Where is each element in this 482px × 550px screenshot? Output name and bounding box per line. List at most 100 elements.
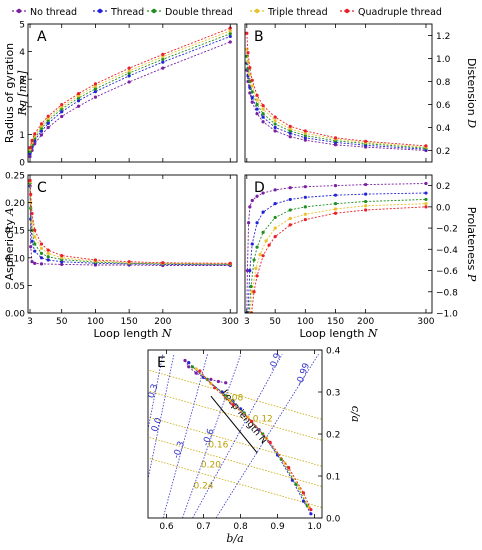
data-point <box>93 90 98 94</box>
panel-e: 0.080.120.160.200.240.30.0-0.3-0.6-0.9 -0… <box>147 347 362 545</box>
legend-item-quadruple-thread: Quadruple thread <box>340 7 442 18</box>
legend-label: Double thread <box>165 7 233 18</box>
data-point <box>294 482 298 486</box>
data-point <box>60 114 64 119</box>
series-line <box>29 27 231 148</box>
data-point <box>273 202 277 206</box>
series-line <box>29 180 231 266</box>
data-point <box>333 193 338 197</box>
data-point <box>39 262 44 266</box>
data-point <box>127 80 131 84</box>
axes-frame <box>27 23 238 163</box>
series-double-thread <box>28 32 232 154</box>
shape-label: 0.0 <box>150 416 164 433</box>
data-point <box>39 126 44 130</box>
data-point <box>30 138 34 143</box>
data-point <box>273 115 277 119</box>
y-tick-label: 0.05 <box>5 282 25 292</box>
data-point <box>60 260 64 264</box>
data-point <box>46 258 50 262</box>
data-point <box>28 178 32 183</box>
y-tick-label: −0.8 <box>436 288 458 298</box>
data-point <box>333 184 338 188</box>
shape-line <box>192 354 283 518</box>
y-axis-label: Radius of gyration <box>3 43 16 143</box>
y-tick-label: 5 <box>19 21 25 31</box>
data-point <box>161 57 165 61</box>
data-point <box>333 207 338 211</box>
data-point <box>303 138 307 142</box>
series-line <box>246 56 427 149</box>
data-point <box>60 105 64 109</box>
series-line <box>246 33 427 147</box>
axes-frame <box>27 174 238 314</box>
data-point <box>250 96 254 100</box>
data-point <box>261 210 265 214</box>
data-point <box>76 99 81 103</box>
data-point <box>364 208 368 212</box>
data-point <box>216 379 220 384</box>
data-point <box>28 152 32 156</box>
legend-marker <box>97 8 103 14</box>
data-point <box>33 242 37 246</box>
data-point <box>303 129 307 133</box>
panel-letter: A <box>37 29 47 45</box>
data-point <box>261 120 265 124</box>
data-point <box>268 440 272 444</box>
axes-frame <box>244 23 433 163</box>
shape-line <box>148 354 164 432</box>
shape-label: -0.99 <box>295 362 312 388</box>
data-point <box>33 132 37 136</box>
data-point <box>247 221 251 225</box>
axes-frame <box>147 349 323 519</box>
data-point <box>424 144 428 148</box>
loop-length-arrow <box>210 395 258 454</box>
data-point <box>60 262 64 267</box>
y-tick-label: 0.0 <box>436 203 451 213</box>
data-point <box>250 198 254 203</box>
data-point <box>255 221 259 225</box>
y-axis-label: Prolateness P <box>465 207 478 282</box>
x-tick-label: 0.7 <box>196 522 210 532</box>
legend-item-triple-thread: Triple thread <box>250 7 328 18</box>
data-point <box>250 84 254 88</box>
data-point <box>29 192 33 196</box>
contour-label: 0.20 <box>201 461 221 471</box>
series-line <box>246 49 427 148</box>
plot-area <box>245 181 428 313</box>
data-point <box>227 398 232 402</box>
data-point <box>309 512 313 516</box>
data-point <box>424 191 428 195</box>
data-point <box>303 195 307 199</box>
series-line <box>29 180 231 264</box>
data-point <box>127 74 131 78</box>
panel-c: 0.00 0.05 0.10 0.15 0.20 0.25 3 50 100 150 200 300 C… <box>3 172 239 341</box>
data-point <box>39 122 44 126</box>
data-point <box>309 508 313 512</box>
panel-letter: D <box>254 180 265 196</box>
data-point <box>30 239 34 243</box>
data-point <box>93 84 98 88</box>
data-point <box>333 136 338 140</box>
data-point <box>288 208 292 212</box>
series-line <box>247 192 427 313</box>
data-point <box>161 66 165 70</box>
data-point <box>252 258 256 262</box>
data-point <box>46 255 50 259</box>
data-point <box>248 205 252 209</box>
series-quadruple-thread <box>198 369 313 512</box>
y-tick-label: 0.4 <box>436 124 451 134</box>
data-point <box>288 127 292 131</box>
data-point <box>183 358 187 363</box>
data-point <box>252 290 256 294</box>
panel-a: 0 1 2 3 4 5 A Radius of gyration Rg [nm] <box>3 21 238 169</box>
data-point <box>303 185 307 189</box>
series-line <box>29 33 231 152</box>
contour-label: 0.16 <box>208 440 228 450</box>
legend: No thread Thread Double thread Triple threa… <box>12 7 442 18</box>
x-tick-label: 100 <box>297 317 314 327</box>
data-point <box>424 205 428 209</box>
series-line <box>184 360 226 384</box>
data-point <box>39 129 44 133</box>
y-tick-label: 0.10 <box>5 254 25 264</box>
